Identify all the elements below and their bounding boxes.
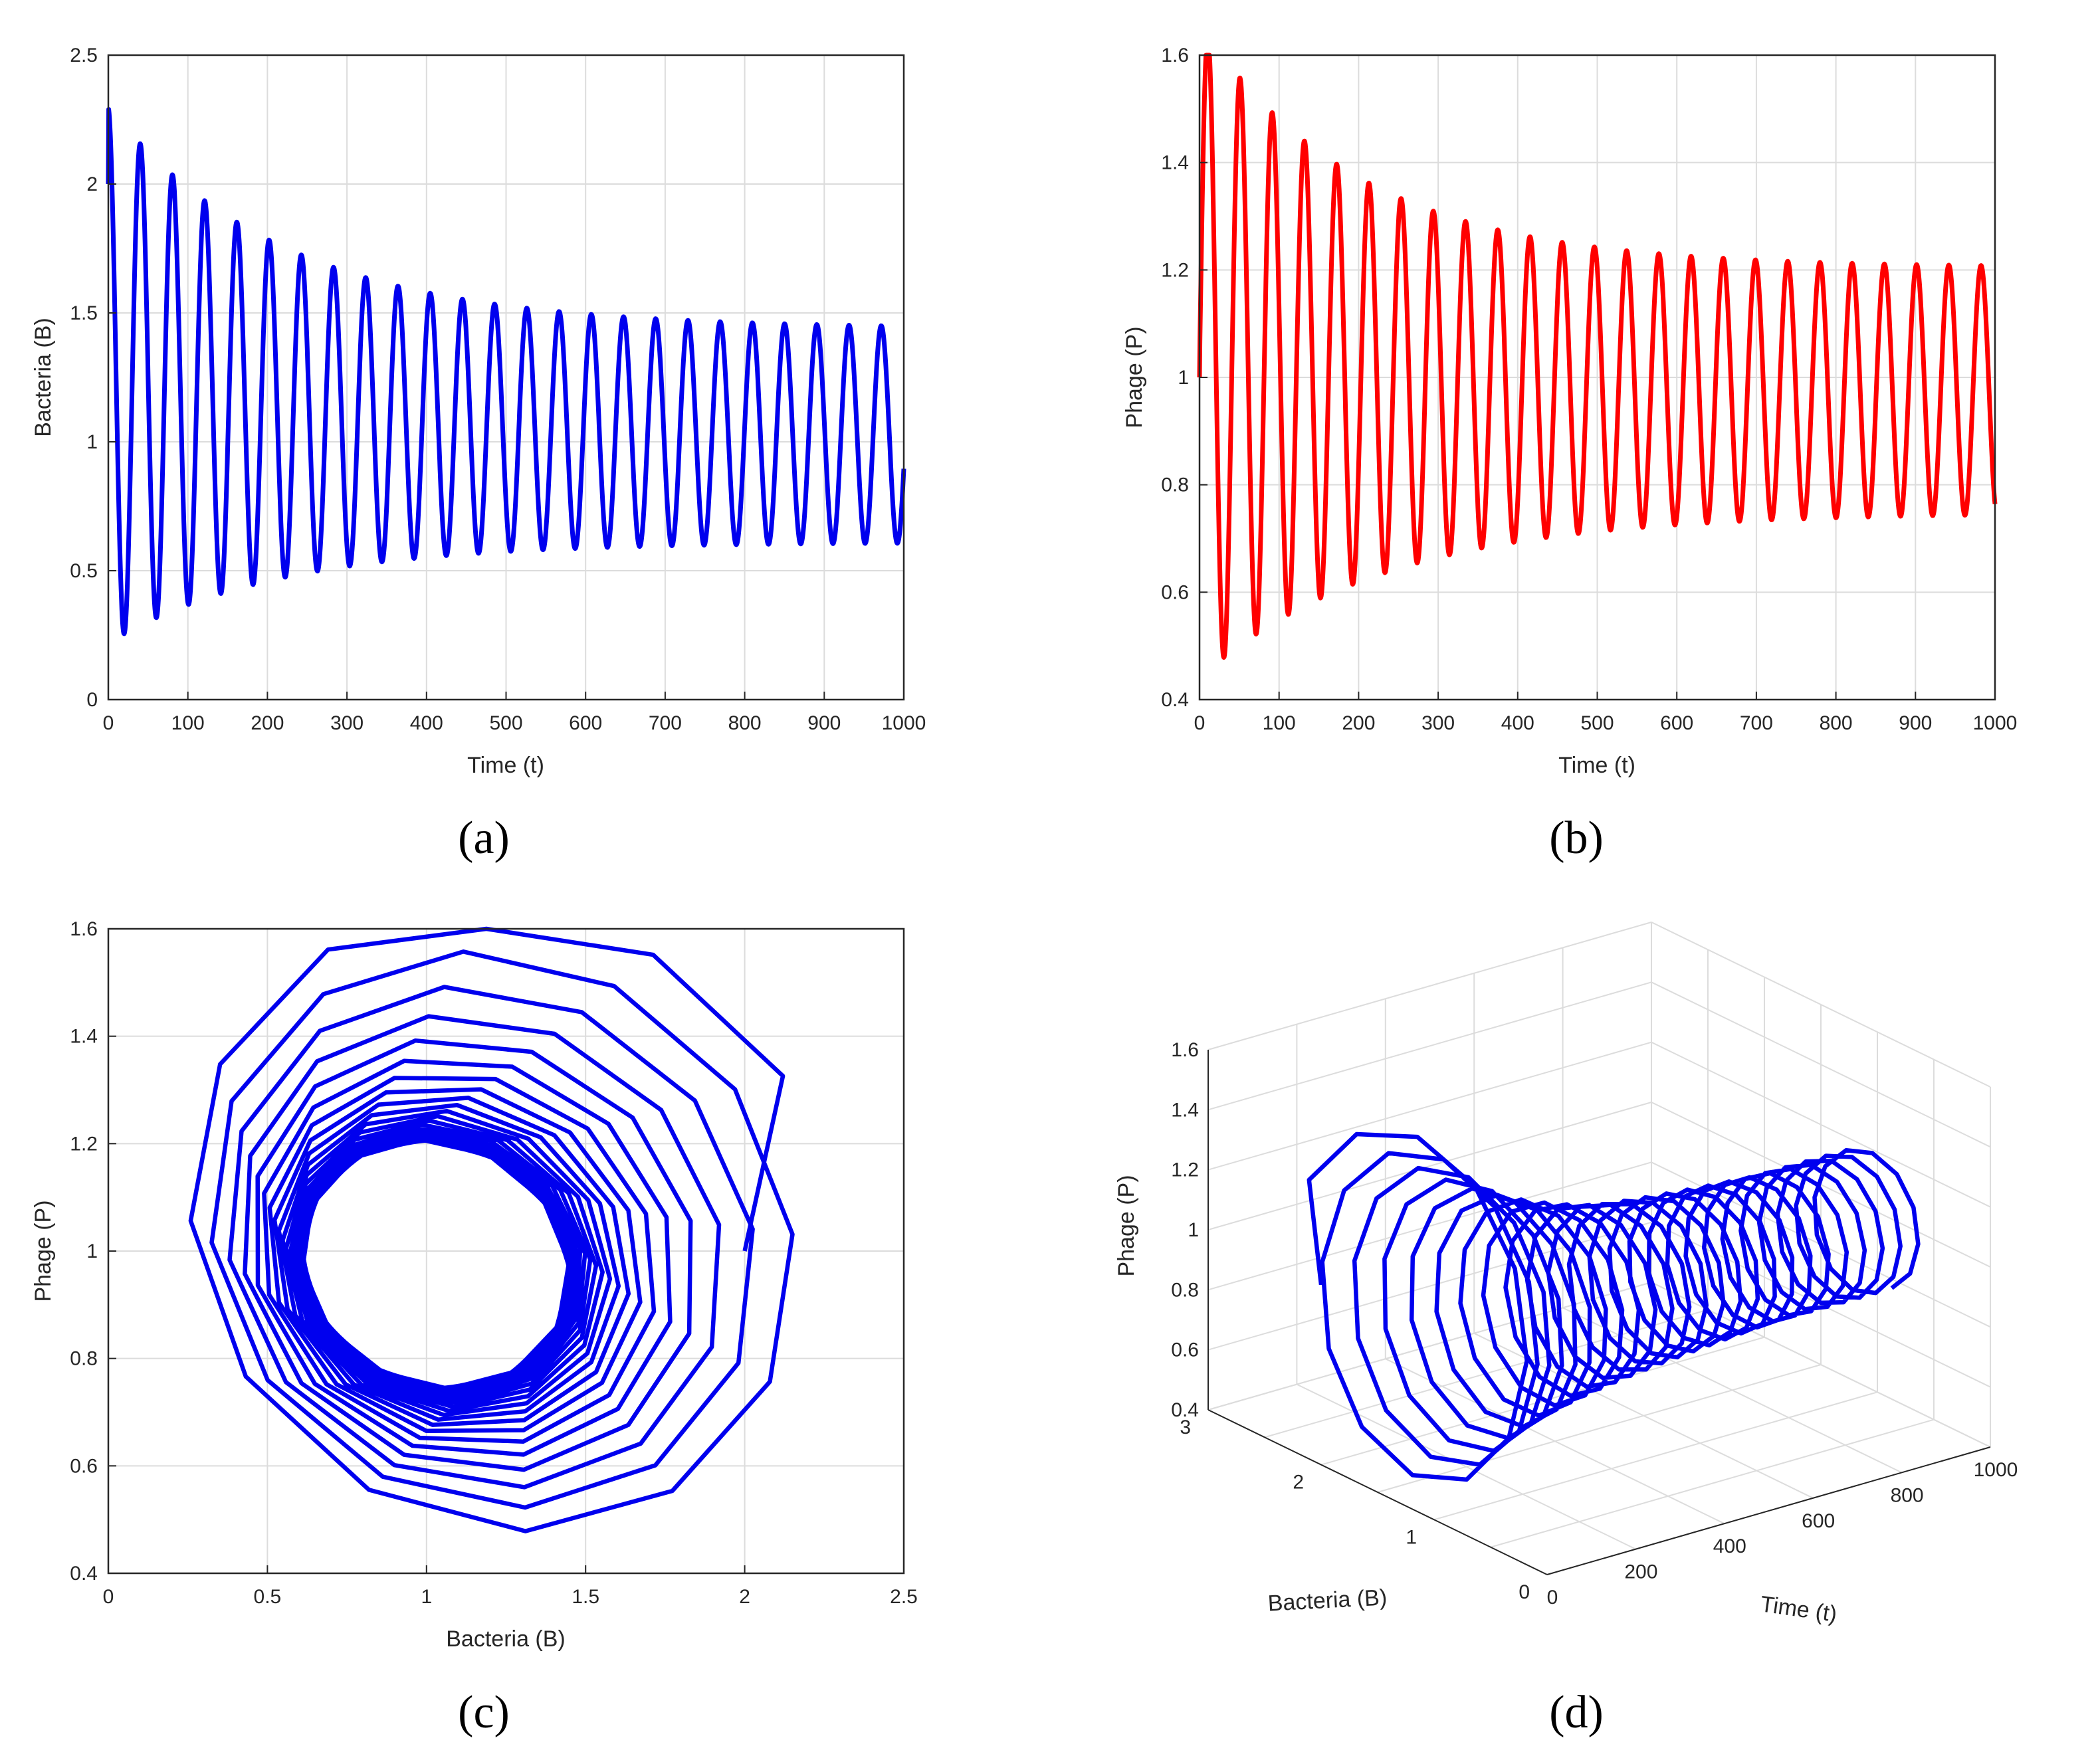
- panel-b-y-tick-label: 1.6: [1161, 45, 1189, 66]
- panel-b: 0 100 200 300 400 500 600 700 800 900 1000 0.4 0.6 0.…: [1122, 45, 2017, 864]
- panel-a-x-tick-label: 400: [410, 712, 443, 734]
- panel-a-y-axis-label: Bacteria (B): [31, 318, 56, 437]
- panel-c-y-tick-label: 0.6: [70, 1455, 98, 1477]
- panel-c-x-tick-label: 2.5: [890, 1586, 918, 1608]
- panel-a-y-tick-label: 0: [86, 689, 98, 711]
- panel-b-y-tick-label: 0.4: [1161, 689, 1189, 711]
- panel-b-x-tick-label: 100: [1263, 712, 1296, 734]
- panel-a-x-tick-label: 600: [569, 712, 602, 734]
- panel-d-floor-gridline: [1433, 1391, 1878, 1521]
- panel-a-x-tick-label: 800: [728, 712, 762, 734]
- panel-d-time-tick-label: 200: [1624, 1561, 1657, 1583]
- panel-a-y-tick-label: 1.5: [70, 302, 98, 324]
- panel-b-y-tick-label: 1.4: [1161, 152, 1189, 174]
- panel-d-phage-tick-label: 1.6: [1171, 1039, 1199, 1061]
- panel-b-x-tick-label: 800: [1820, 712, 1853, 734]
- panel-d-time-tick-label: 400: [1713, 1535, 1746, 1557]
- panel-c-y-tick-label: 0.8: [70, 1348, 98, 1370]
- panel-b-x-tick-label: 600: [1660, 712, 1693, 734]
- panel-b-x-tick-label: 300: [1421, 712, 1455, 734]
- panel-a-y-tick-label: 1: [86, 431, 98, 453]
- panel-a-y-tick-label: 2: [86, 173, 98, 195]
- panel-d-back-wall-gridline: [1208, 1102, 1652, 1230]
- panel-c-x-tick-label: 1.5: [572, 1586, 599, 1608]
- panel-d-phage-axis-label: Phage (P): [1114, 1175, 1139, 1276]
- panel-c-y-tick-label: 1: [86, 1240, 98, 1262]
- panel-b-y-tick-label: 1: [1178, 367, 1189, 389]
- phase-portrait-line: [188, 926, 795, 1533]
- 3d-trajectory-line: [1307, 1131, 1921, 1482]
- panel-d-time-tick-label: 600: [1802, 1510, 1835, 1532]
- panel-c-y-tick-label: 0.4: [70, 1563, 98, 1585]
- panel-d-time-axis-label: Time (t): [1759, 1591, 1839, 1627]
- panel-d-phage-tick-label: 0.6: [1171, 1339, 1199, 1361]
- panel-c-x-tick-label: 1: [421, 1586, 432, 1608]
- panel-a-x-tick-label: 100: [171, 712, 205, 734]
- panel-d-back-wall-gridline: [1208, 1041, 1652, 1171]
- panel-b-x-axis-label: Time (t): [1558, 753, 1635, 778]
- panel-d-time-tick-label: 1000: [1974, 1459, 2018, 1481]
- panel-b-y-axis-label: Phage (P): [1122, 326, 1147, 428]
- panel-d-back-wall-gridline: [1208, 922, 1652, 1050]
- panel-a-x-tick-label: 900: [807, 712, 841, 734]
- panel-c-y-tick-label: 1.2: [70, 1133, 98, 1155]
- panel-a-x-tick-label: 1000: [882, 712, 926, 734]
- panel-b-x-tick-label: 700: [1740, 712, 1773, 734]
- panel-d-phage-tick-label: 0.8: [1171, 1279, 1199, 1301]
- panel-b-x-tick-label: 500: [1580, 712, 1614, 734]
- panel-d-back-wall-gridline: [1208, 981, 1652, 1111]
- panel-c-x-axis-label: Bacteria (B): [446, 1626, 566, 1652]
- panel-d-bacteria-axis-label: Bacteria (B): [1267, 1585, 1388, 1616]
- panel-d-bacteria-axis-line: [1208, 1409, 1548, 1575]
- panel-d-phage-tick-label: 1: [1188, 1219, 1199, 1241]
- panel-d-time-axis-line: [1546, 1446, 1991, 1575]
- panel-c: 0 0.5 1 1.5 2 2.5 0.4 0.6 0.8 1 1.2 1.4 1.6 Bacteria…: [31, 918, 918, 1738]
- panel-a-x-axis-label: Time (t): [467, 753, 544, 778]
- panel-b-x-tick-label: 400: [1501, 712, 1534, 734]
- panel-d-floor-gridline: [1490, 1418, 1935, 1548]
- panel-a: 0 100 200 300 400 500 600 700 800 900 1000 0 0.5 1 1.5…: [31, 45, 926, 864]
- panel-c-caption: (c): [458, 1687, 510, 1738]
- panel-a-y-tick-label: 2.5: [70, 45, 98, 66]
- panel-d-bacteria-tick-label: 1: [1406, 1526, 1417, 1548]
- panel-a-caption: (a): [458, 813, 510, 864]
- bacteria-time-series-line: [106, 107, 906, 636]
- panel-d-bacteria-tick-label: 0: [1519, 1581, 1530, 1603]
- panel-d-phage-tick-label: 1.2: [1171, 1159, 1199, 1181]
- panel-b-y-tick-label: 1.2: [1161, 259, 1189, 281]
- panel-a-x-tick-label: 200: [251, 712, 284, 734]
- panel-b-x-tick-label: 0: [1194, 712, 1206, 734]
- panel-a-y-tick-label: 0.5: [70, 560, 98, 582]
- panel-b-y-tick-label: 0.8: [1161, 474, 1189, 496]
- panel-d-back-wall-gridline: [1208, 1161, 1652, 1291]
- phage-time-series-line: [1197, 52, 1998, 660]
- panel-d-time-tick-label: 800: [1891, 1484, 1924, 1506]
- panel-c-x-tick-label: 0.5: [254, 1586, 282, 1608]
- panel-c-y-tick-label: 1.4: [70, 1026, 98, 1048]
- panel-c-x-tick-label: 2: [739, 1586, 750, 1608]
- panel-b-x-tick-label: 200: [1342, 712, 1375, 734]
- panel-d-floor-gridline: [1377, 1364, 1822, 1493]
- panel-a-x-tick-label: 700: [649, 712, 682, 734]
- panel-d-caption: (d): [1549, 1687, 1604, 1738]
- panel-b-caption: (b): [1549, 813, 1604, 864]
- panel-d-phage-tick-label: 0.4: [1171, 1399, 1199, 1421]
- panel-c-y-tick-label: 1.6: [70, 918, 98, 940]
- panel-d-phage-tick-label: 1.4: [1171, 1099, 1199, 1121]
- panel-a-x-tick-label: 0: [103, 712, 114, 734]
- panel-a-x-tick-label: 500: [489, 712, 522, 734]
- panel-d-bacteria-tick-label: 2: [1293, 1472, 1304, 1494]
- panel-c-y-axis-label: Phage (P): [31, 1200, 56, 1302]
- panel-d: 0 200 400 600 800 1000 0 1 2 30.4 0.6 0.8 1 1.2 1.4 1.6…: [1114, 922, 2018, 1738]
- panel-c-x-tick-label: 0: [103, 1586, 114, 1608]
- panel-d-bacteria-tick-label: 3: [1180, 1416, 1191, 1438]
- panel-d-time-tick-label: 0: [1547, 1587, 1558, 1608]
- panel-b-x-tick-label: 1000: [1973, 712, 2018, 734]
- panel-d-floor-gridline: [1208, 1282, 1652, 1411]
- panel-b-y-tick-label: 0.6: [1161, 581, 1189, 603]
- panel-a-x-tick-label: 300: [330, 712, 364, 734]
- panel-b-x-tick-label: 900: [1899, 712, 1932, 734]
